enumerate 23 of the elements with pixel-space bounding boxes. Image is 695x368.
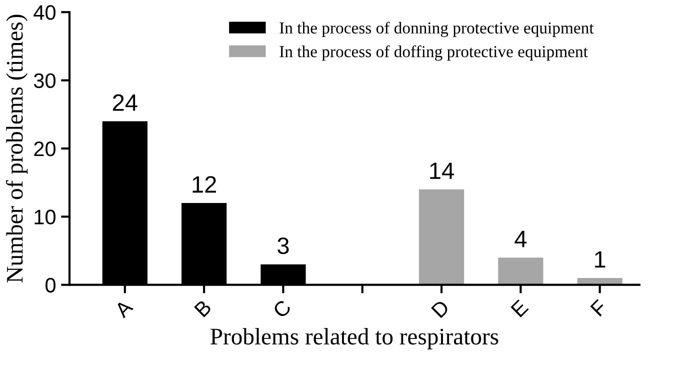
x-tick-label: F: [590, 299, 608, 316]
data-label: 1: [595, 251, 606, 268]
x-tick-label: A: [114, 298, 134, 318]
data-label: 24: [112, 94, 138, 111]
data-label: 14: [430, 162, 454, 179]
y-tick-label: 30: [34, 73, 56, 88]
bar: [498, 258, 544, 285]
data-label: 4: [514, 230, 527, 248]
x-tick-label: D: [431, 299, 450, 318]
legend-label: In the process of doffing protective equipment: [280, 45, 588, 61]
y-tick-label: 0: [46, 278, 56, 293]
bar: [418, 189, 464, 285]
data-label: 3: [278, 237, 289, 254]
y-tick-label: 10: [34, 210, 56, 224]
x-tick-label: C: [272, 298, 292, 319]
x-tick-label: B: [194, 299, 212, 318]
y-axis-title: Number of problems (times): [6, 14, 28, 283]
x-tick-label: E: [510, 299, 529, 318]
x-axis-title: Problems related to respirators: [210, 328, 498, 350]
y-tick-label: 20: [34, 141, 56, 156]
y-tick-label: 40: [34, 5, 56, 20]
legend-label: In the process of donning protective equipment: [280, 22, 594, 38]
data-label: 12: [192, 176, 216, 193]
